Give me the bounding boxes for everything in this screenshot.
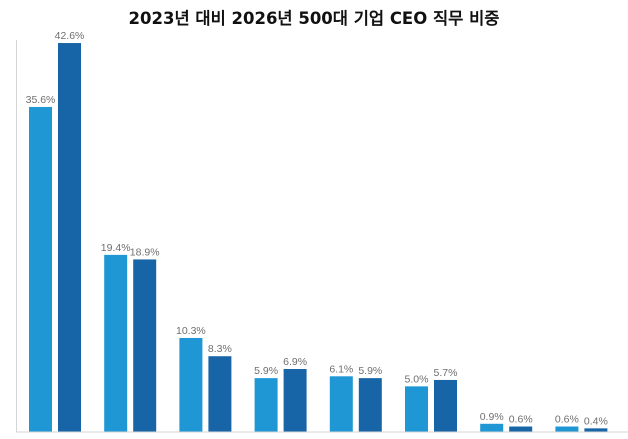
- bar-series-2-item-4: [283, 369, 307, 432]
- data-label-series-2-item-4: 6.9%: [283, 356, 307, 368]
- bar-series-2-item-5: [358, 378, 382, 432]
- bar-series-2-item-8: [584, 428, 608, 432]
- data-label-series-1-item-8: 0.6%: [555, 414, 579, 426]
- data-label-series-2-item-2: 18.9%: [130, 246, 160, 258]
- chart-title: 2023년 대비 2026년 500대 기업 CEO 직무 비중: [129, 9, 500, 28]
- bar-series-1-item-4: [254, 378, 278, 432]
- data-label-series-1-item-2: 19.4%: [101, 242, 131, 254]
- data-label-series-2-item-8: 0.4%: [584, 415, 608, 427]
- bar-series-1-item-2: [104, 254, 128, 432]
- bar-series-2-item-6: [434, 379, 457, 432]
- bar-series-1-item-3: [179, 337, 203, 432]
- data-label-series-1-item-7: 0.9%: [480, 411, 504, 423]
- bar-series-1-item-8: [555, 426, 579, 432]
- data-label-series-2-item-1: 42.6%: [55, 30, 85, 42]
- data-label-series-2-item-7: 0.6%: [509, 414, 533, 426]
- bar-series-1-item-5: [329, 376, 353, 432]
- bar-series-2-item-1: [58, 43, 81, 432]
- data-label-series-1-item-3: 10.3%: [176, 325, 206, 337]
- bar-series-1-item-6: [405, 386, 428, 432]
- bar-series-1-item-1: [29, 106, 52, 433]
- bar-series-1-item-7: [480, 423, 504, 432]
- data-label-series-1-item-6: 5.0%: [405, 373, 429, 385]
- data-label-series-2-item-3: 8.3%: [208, 343, 232, 355]
- data-label-series-2-item-6: 5.7%: [434, 367, 458, 379]
- bar-series-2-item-7: [509, 426, 533, 432]
- data-label-series-1-item-4: 5.9%: [254, 365, 278, 377]
- bars-layer: [29, 43, 608, 433]
- data-label-series-1-item-1: 35.6%: [26, 94, 56, 106]
- bar-series-2-item-2: [133, 259, 157, 432]
- data-label-series-1-item-5: 6.1%: [329, 363, 353, 375]
- bar-series-2-item-3: [208, 356, 232, 432]
- data-label-series-2-item-5: 5.9%: [358, 365, 382, 377]
- labels-layer: 35.6% 42.6% 19.4% 18.9% 10.3%8.3% 5.9% 6.9% 6.1…: [26, 30, 608, 427]
